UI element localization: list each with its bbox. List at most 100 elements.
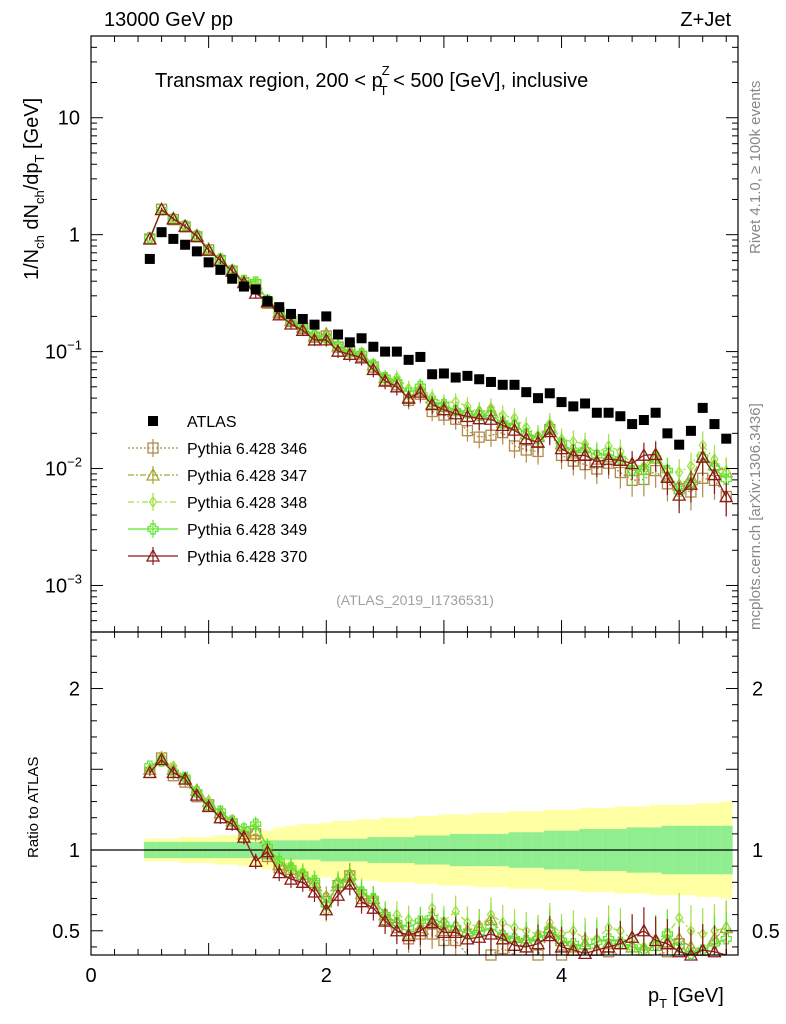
atlas-point <box>650 407 661 418</box>
ratio-point <box>473 926 485 938</box>
atlas-point <box>509 379 520 390</box>
ratio-point <box>295 874 310 888</box>
atlas-point <box>415 351 426 362</box>
atlas-point <box>368 341 379 352</box>
data-point <box>695 449 710 463</box>
main-y-tick-label: 10−1 <box>45 338 82 364</box>
data-point <box>613 452 628 466</box>
ratio-line <box>149 760 727 955</box>
tick-base: 10 <box>45 342 67 364</box>
ratio-point <box>272 865 287 879</box>
data-point <box>391 376 403 388</box>
main-y-tick-label: 10 <box>58 108 80 130</box>
legend-marker <box>147 523 159 535</box>
atlas-point <box>215 264 226 275</box>
main-ylabel-sub1: ch <box>32 235 47 249</box>
xlabel: pT [GeV] <box>648 985 724 1011</box>
ratio-y-tick-label: 0.5 <box>52 921 80 943</box>
main-ylabel: 1/Nch dNch/dpT [GeV] <box>21 98 47 280</box>
data-point <box>189 229 204 243</box>
atlas-point <box>580 398 591 409</box>
main-ylabel-d: [GeV] <box>21 98 43 155</box>
data-point <box>460 409 475 423</box>
ratio-ylabel: Ratio to ATLAS <box>25 757 42 858</box>
atlas-point <box>462 370 473 381</box>
mcplots-label: mcplots.cern.ch [arXiv:1306.3436] <box>747 403 764 630</box>
atlas-point <box>321 311 332 322</box>
ratio-y-tick-label-right: 0.5 <box>752 921 780 943</box>
data-point <box>495 418 510 432</box>
ratio-point <box>483 926 499 940</box>
main-ylabel-sub3: T <box>32 154 47 162</box>
ratio-point <box>648 933 663 947</box>
ratio-point <box>720 933 732 945</box>
legend-label: Pythia 6.428 347 <box>187 468 307 485</box>
legend-marker <box>145 548 161 562</box>
data-point <box>473 409 485 422</box>
ratio-point <box>425 915 440 929</box>
ratio-frame <box>90 631 739 956</box>
ratio-point <box>448 925 463 939</box>
ratio-line <box>149 756 727 956</box>
data-point <box>319 332 334 346</box>
data-point <box>342 346 357 360</box>
atlas-point <box>674 439 685 450</box>
main-ylabel-c: /dp <box>21 162 43 190</box>
analysis-id: (ATLAS_2019_I1736531) <box>336 592 494 608</box>
atlas-point <box>227 273 238 284</box>
atlas-point <box>285 308 296 319</box>
ratio-point <box>661 928 674 940</box>
data-point <box>401 390 416 404</box>
atlas-point <box>356 333 367 344</box>
atlas-point <box>274 302 285 313</box>
ratio-point <box>142 765 157 779</box>
tick-base: 10 <box>45 459 67 481</box>
ratio-point <box>366 900 381 914</box>
ratio-point <box>472 929 487 943</box>
atlas-point <box>662 428 673 439</box>
atlas-point <box>438 368 449 379</box>
ratio-point <box>307 884 322 898</box>
ratio-point <box>367 892 379 905</box>
ratio-point <box>260 844 275 858</box>
data-point <box>413 384 428 398</box>
data-point <box>461 407 474 419</box>
xlabel-unit: [GeV] <box>667 985 724 1007</box>
ratio-point <box>626 941 638 953</box>
atlas-point <box>309 319 320 330</box>
ratio-y-tick-label-right: 1 <box>752 840 763 862</box>
ratio-point <box>614 936 626 948</box>
atlas-point <box>391 346 402 357</box>
ratio-point <box>354 894 369 908</box>
energy-label: 13000 GeV pp <box>104 9 233 31</box>
legend-label: Pythia 6.428 346 <box>187 441 307 458</box>
legend-marker <box>148 416 158 426</box>
atlas-point <box>180 239 191 250</box>
mc-series-main <box>144 204 732 510</box>
atlas-point <box>544 388 555 399</box>
ratio-panel <box>91 750 738 961</box>
ratio-point <box>660 936 675 950</box>
xlabel-sub: T <box>659 996 667 1011</box>
atlas-point <box>709 419 720 430</box>
ratio-point <box>283 871 299 885</box>
atlas-point <box>685 425 696 436</box>
ratio-point <box>201 799 216 813</box>
series-line <box>149 207 727 474</box>
data-point <box>295 322 310 336</box>
ratio-point <box>401 928 416 942</box>
ratio-y-tick-label: 2 <box>69 679 80 701</box>
ratio-point <box>261 841 274 853</box>
data-point <box>403 387 415 399</box>
legend-item: Pythia 6.428 349 <box>128 520 307 539</box>
plot-title: Transmax region, 200 < pZ T < 500 [GeV], … <box>155 63 588 98</box>
ratio-point <box>577 946 593 960</box>
main-y-tick-label: 1 <box>69 225 80 247</box>
ratio-point <box>178 771 193 785</box>
ratio-point <box>519 939 534 953</box>
legend-marker <box>148 495 158 509</box>
data-point <box>601 451 616 465</box>
main-ylabel-b: dN <box>21 204 43 235</box>
data-point <box>472 411 487 425</box>
data-point <box>650 452 662 464</box>
